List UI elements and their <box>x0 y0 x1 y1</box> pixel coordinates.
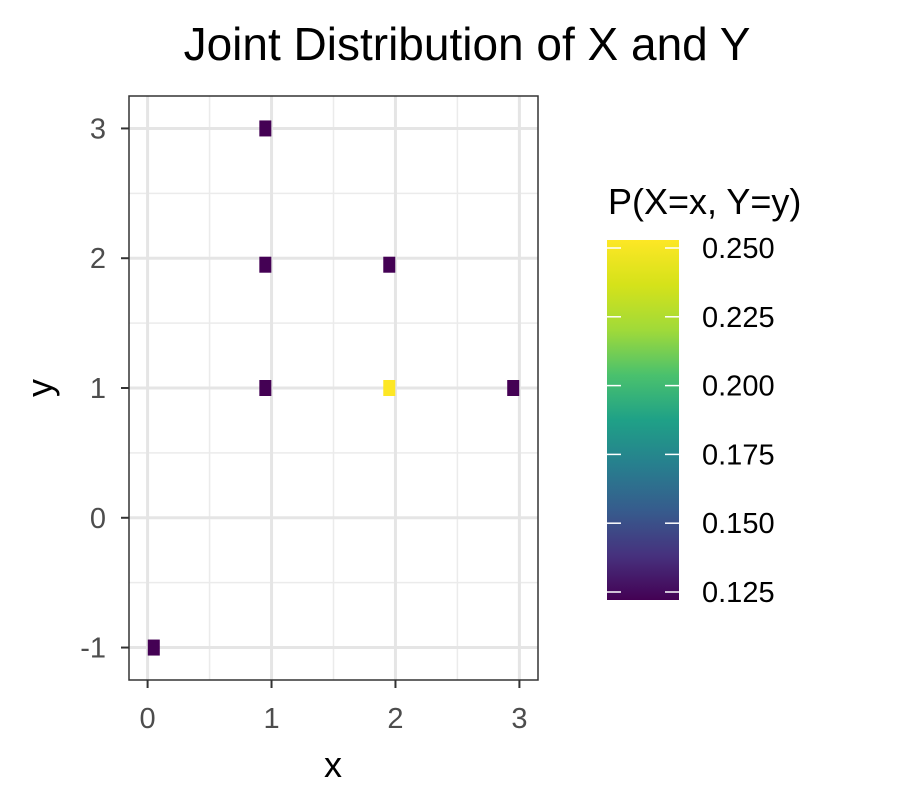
x-tick-label-1: 1 <box>263 703 279 735</box>
y-tick-label-1: 0 <box>90 503 106 535</box>
heatmap-cell-3 <box>259 120 272 137</box>
colorbar-tick-label-3: 0.200 <box>702 371 775 403</box>
colorbar-tick-label-0: 0.125 <box>702 577 775 609</box>
x-tick-label-2: 2 <box>387 703 403 735</box>
axis-ticks: 0 1 2 3 -1 0 1 2 3 <box>80 113 527 735</box>
gridlines <box>129 96 538 680</box>
colorbar <box>607 240 679 600</box>
heatmap-cell-1 <box>259 380 272 396</box>
heatmap-cell-6 <box>507 380 520 396</box>
x-axis-label: x <box>324 744 342 785</box>
y-tick-label-0: -1 <box>80 633 106 665</box>
heatmap-cell-5 <box>383 256 396 273</box>
heatmap-cell-2 <box>259 256 272 273</box>
x-tick-label-3: 3 <box>511 703 527 735</box>
colorbar-tick-label-4: 0.225 <box>702 302 775 334</box>
legend-title: P(X=x, Y=y) <box>608 181 801 222</box>
colorbar-tick-label-2: 0.175 <box>702 439 775 471</box>
data-cells <box>147 120 520 656</box>
y-axis-label: y <box>19 379 60 397</box>
color-legend: P(X=x, Y=y) 0.125 0.150 0.175 0.200 0.225 0.2… <box>607 181 801 609</box>
colorbar-tick-label-5: 0.250 <box>702 233 775 265</box>
colorbar-ticks: 0.125 0.150 0.175 0.200 0.225 0.250 <box>607 233 775 609</box>
heatmap-cell-4 <box>383 380 396 396</box>
y-tick-label-3: 2 <box>90 243 106 275</box>
x-tick-label-0: 0 <box>140 703 156 735</box>
chart-title: Joint Distribution of X and Y <box>184 18 751 70</box>
y-tick-label-2: 1 <box>90 373 106 405</box>
colorbar-tick-label-1: 0.150 <box>702 508 775 540</box>
y-tick-label-4: 3 <box>90 113 106 145</box>
heatmap-cell-0 <box>147 639 160 656</box>
